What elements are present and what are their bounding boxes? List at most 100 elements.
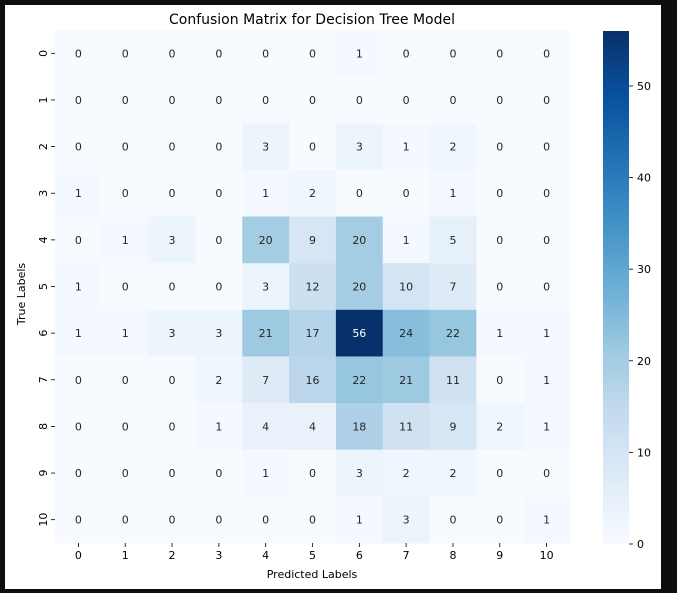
cell-value-label: 0 <box>496 467 503 480</box>
cell-value-label: 1 <box>543 420 550 433</box>
heatmap-cell <box>55 76 103 124</box>
y-tick-label: 10 <box>37 513 50 527</box>
heatmap-cell <box>55 356 103 404</box>
cell-value-label: 0 <box>215 187 222 200</box>
heatmap-cell <box>523 216 571 264</box>
heatmap-cell <box>289 263 337 311</box>
heatmap-cell <box>476 263 524 311</box>
cell-value-label: 0 <box>122 281 129 294</box>
cell-value-label: 24 <box>399 327 413 340</box>
heatmap-cell <box>523 403 571 451</box>
confusion-matrix-chart: Confusion Matrix for Decision Tree Model… <box>15 12 651 581</box>
cell-value-label: 0 <box>122 47 129 60</box>
heatmap-cell <box>476 216 524 264</box>
heatmap-cell <box>148 449 196 497</box>
cell-value-label: 7 <box>449 281 456 294</box>
cell-value-label: 0 <box>75 47 82 60</box>
heatmap-cell <box>429 449 477 497</box>
y-axis-ticks: 0 1 2 3 4 5 6 7 8 9 10 <box>37 50 55 527</box>
cell-value-label: 3 <box>262 141 269 154</box>
y-tick-label: 1 <box>37 96 50 103</box>
heatmap-cell <box>289 76 337 124</box>
heatmap-cell <box>429 169 477 218</box>
heatmap-cell <box>429 356 477 404</box>
cell-value-label: 0 <box>496 94 503 107</box>
cell-value-label: 0 <box>75 141 82 154</box>
y-tick-label: 9 <box>37 470 50 477</box>
cell-value-label: 0 <box>122 187 129 200</box>
x-axis-ticks: 0 1 2 3 4 5 6 7 8 9 10 <box>75 543 554 562</box>
heatmap-cell <box>148 356 196 404</box>
heatmap-cell <box>55 263 103 311</box>
y-tick-label: 8 <box>37 423 50 430</box>
heatmap-cell <box>382 30 431 78</box>
cell-value-label: 0 <box>122 141 129 154</box>
cell-value-label: 56 <box>352 327 366 340</box>
cell-value-label: 2 <box>496 420 503 433</box>
heatmap-cell <box>429 76 477 124</box>
heatmap-cell <box>335 263 384 311</box>
cell-value-label: 3 <box>356 467 363 480</box>
cell-value-label: 0 <box>496 187 503 200</box>
cell-value-label: 1 <box>356 514 363 527</box>
cell-value-label: 0 <box>75 467 82 480</box>
heatmap-cell <box>148 30 196 78</box>
cell-value-label: 0 <box>309 514 316 527</box>
heatmap-cell <box>429 403 477 451</box>
heatmap-cell <box>55 496 103 544</box>
cell-value-label: 3 <box>403 514 410 527</box>
heatmap-cell <box>382 356 431 404</box>
heatmap-cell <box>242 263 290 311</box>
x-tick-label: 0 <box>75 549 82 562</box>
y-tick-label: 0 <box>37 50 50 57</box>
heatmap-cell <box>476 30 524 78</box>
cell-value-label: 0 <box>262 94 269 107</box>
cell-value-label: 0 <box>496 374 503 387</box>
heatmap-cell <box>148 263 196 311</box>
heatmap-cell <box>289 169 337 218</box>
cell-value-label: 17 <box>306 327 320 340</box>
cell-value-label: 0 <box>309 141 316 154</box>
cell-value-label: 3 <box>169 327 176 340</box>
heatmap-cell <box>242 356 290 404</box>
cell-value-label: 3 <box>356 141 363 154</box>
y-axis-label: True Labels <box>15 263 28 327</box>
figure: Confusion Matrix for Decision Tree Model… <box>5 5 661 589</box>
cell-value-label: 2 <box>215 374 222 387</box>
cell-value-label: 1 <box>122 327 129 340</box>
colorbar-tick-label: 0 <box>637 538 644 551</box>
cell-value-label: 10 <box>399 281 413 294</box>
heatmap-cell <box>195 356 243 404</box>
heatmap-cell <box>55 449 103 497</box>
cell-value-label: 1 <box>122 234 129 247</box>
heatmap-cell <box>335 216 384 264</box>
y-tick-label: 7 <box>37 376 50 383</box>
heatmap-cell <box>242 309 290 357</box>
cell-value-label: 1 <box>262 467 269 480</box>
heatmap-cell <box>335 76 384 124</box>
cell-value-label: 3 <box>262 281 269 294</box>
cell-value-label: 0 <box>122 420 129 433</box>
heatmap-cell <box>289 123 337 171</box>
heatmap-cell <box>382 76 431 124</box>
heatmap-cells: 0 0 0 0 0 0 1 0 0 0 00 0 0 0 0 0 0 0 0 0 00 0 0 0 3 0 3 1 2 0 01 0 0 0 1 2 0… <box>55 30 571 544</box>
heatmap-cell <box>335 123 384 171</box>
cell-value-label: 9 <box>449 420 456 433</box>
cell-value-label: 3 <box>215 327 222 340</box>
heatmap-cell <box>242 169 290 218</box>
heatmap-cell <box>523 496 571 544</box>
heatmap-cell <box>195 263 243 311</box>
x-tick-label: 9 <box>496 549 503 562</box>
heatmap-cell <box>523 30 571 78</box>
cell-value-label: 0 <box>496 47 503 60</box>
heatmap-cell <box>382 123 431 171</box>
cell-value-label: 0 <box>169 187 176 200</box>
cell-value-label: 0 <box>215 234 222 247</box>
heatmap-cell <box>148 76 196 124</box>
cell-value-label: 1 <box>449 187 456 200</box>
cell-value-label: 1 <box>262 187 269 200</box>
y-tick-label: 2 <box>37 143 50 150</box>
cell-value-label: 1 <box>543 374 550 387</box>
cell-value-label: 0 <box>169 467 176 480</box>
cell-value-label: 0 <box>122 94 129 107</box>
